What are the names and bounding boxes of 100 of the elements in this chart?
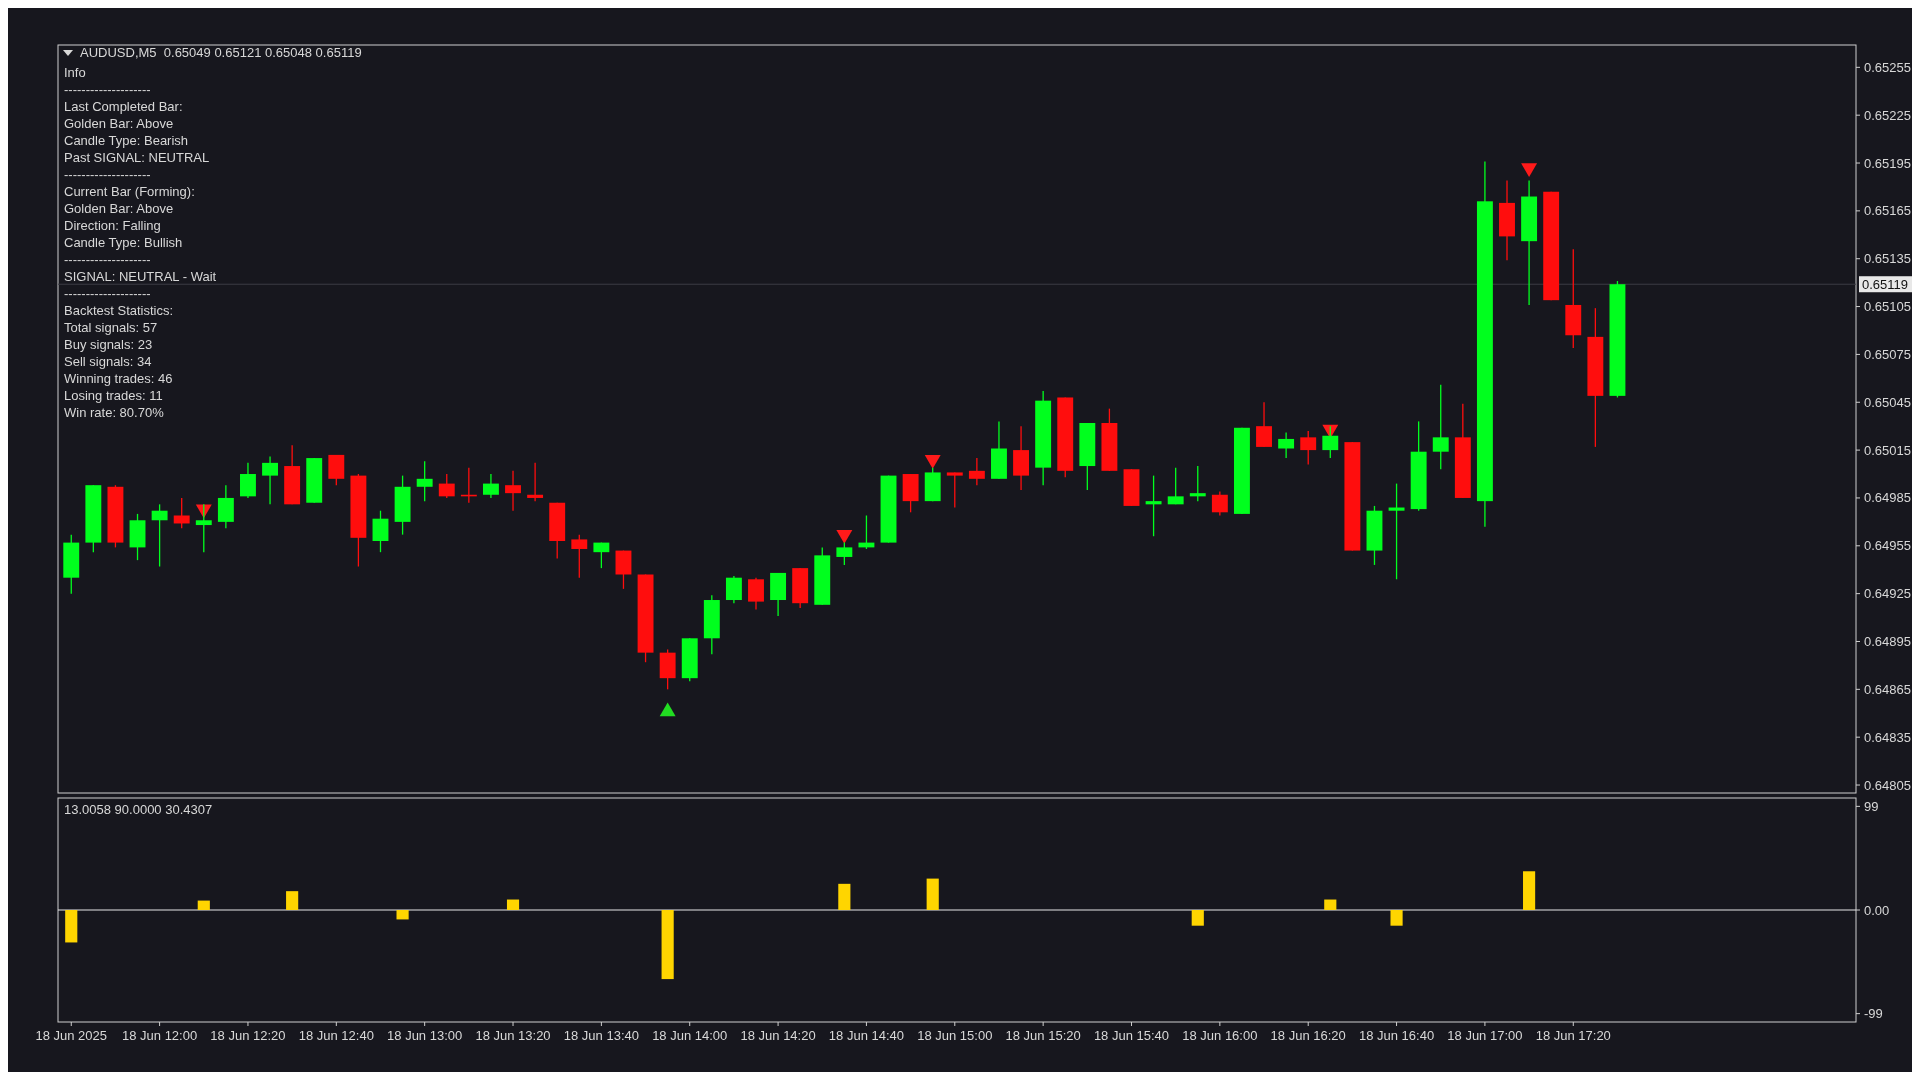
- bar: [838, 883, 851, 910]
- point: [836, 530, 853, 544]
- candlestick: [946, 471, 963, 509]
- x-tick-label: 18 Jun 14:00: [652, 1028, 728, 1043]
- candlestick: [151, 503, 168, 568]
- bar: [1324, 899, 1337, 910]
- candlestick: [438, 473, 455, 499]
- annotation: Direction: Falling: [64, 218, 161, 233]
- point: [1521, 163, 1538, 178]
- annotation: --------------------: [64, 286, 151, 301]
- candlestick: [372, 510, 389, 553]
- candlestick: [1256, 401, 1272, 448]
- y-tick-label: 99: [1864, 798, 1879, 814]
- candlestick: [217, 484, 234, 529]
- x-tick-label: 18 Jun 12:40: [298, 1028, 374, 1043]
- x-tick-label: 18 Jun 16:40: [1358, 1028, 1435, 1043]
- candlestick: [262, 455, 278, 505]
- annotation: Winning trades: 46: [64, 371, 173, 386]
- candlestick: [1278, 431, 1295, 459]
- x-tick-label: 18 Jun 14:40: [828, 1028, 905, 1043]
- annotation: Win rate: 80.70%: [64, 405, 165, 420]
- annotation: Sell signals: 34: [64, 354, 152, 369]
- x-tick-label: 18 Jun 16:00: [1182, 1028, 1258, 1043]
- annotation: Losing trades: 11: [64, 388, 163, 403]
- x-tick-label: 18 Jun 13:40: [563, 1028, 639, 1043]
- bar: [1523, 871, 1536, 910]
- y-tick-label: 0.65135: [1864, 251, 1911, 267]
- y-tick-label: 0.00: [1864, 902, 1890, 918]
- y-tick-label: 0.65045: [1864, 394, 1911, 410]
- bar: [661, 910, 674, 980]
- annotation: Backtest Statistics:: [64, 303, 174, 318]
- annotation: Total signals: 57: [64, 320, 158, 335]
- annotation: Current Bar (Forming):: [64, 184, 195, 199]
- candlestick: [1167, 466, 1184, 505]
- x-tick-label: 18 Jun 15:20: [1005, 1028, 1081, 1043]
- candlestick: [482, 473, 499, 499]
- x-tick-label: 18 Jun 17:20: [1535, 1028, 1611, 1043]
- bar: [1191, 910, 1204, 926]
- x-tick-label: 18 Jun 12:00: [122, 1028, 198, 1043]
- candlestick: [1189, 465, 1206, 502]
- y-tick-label: 0.64895: [1864, 634, 1911, 650]
- candlestick: [416, 460, 433, 502]
- annotation: Past SIGNAL: NEUTRAL: [64, 150, 210, 165]
- y-tick-label: 0.65015: [1864, 442, 1911, 458]
- candlestick: [615, 549, 632, 590]
- x-tick-label: 18 Jun 15:00: [917, 1028, 993, 1043]
- y-tick-label: 0.64835: [1864, 729, 1911, 745]
- y-tick-label: 0.65165: [1864, 203, 1911, 219]
- point: [924, 455, 941, 469]
- x-tick-label: 18 Jun 2025: [35, 1028, 108, 1043]
- candlestick: [725, 575, 742, 604]
- y-tick-label: 0.65255: [1864, 59, 1911, 75]
- x-tick-label: 18 Jun 13:00: [387, 1028, 463, 1043]
- candlestick: [505, 470, 521, 512]
- annotation: Candle Type: Bearish: [64, 133, 189, 148]
- candlestick: [527, 462, 544, 502]
- candlestick: [748, 577, 764, 611]
- y-tick-label: 0.64985: [1864, 490, 1911, 506]
- ref-line-label: 0.65119: [1862, 276, 1909, 292]
- candlestick: [1145, 474, 1162, 537]
- candlestick: [1388, 482, 1405, 580]
- candlestick: [240, 462, 256, 499]
- annotation: Golden Bar: Above: [64, 201, 174, 216]
- bar: [926, 878, 939, 910]
- annotation: --------------------: [64, 167, 151, 182]
- x-tick-label: 18 Jun 13:20: [475, 1028, 551, 1043]
- y-tick-label: 0.64865: [1864, 681, 1911, 697]
- candlestick: [1432, 384, 1449, 470]
- annotation: SIGNAL: NEUTRAL - Wait: [64, 269, 217, 284]
- annotation: Last Completed Bar:: [64, 99, 183, 114]
- bar: [396, 910, 409, 920]
- candlestick: [1211, 490, 1228, 517]
- chart-title: 13.0058 90.0000 30.4307: [64, 802, 213, 817]
- candlestick: [1300, 430, 1317, 466]
- y-tick-label: 0.64925: [1864, 586, 1911, 602]
- y-tick-label: 0.65105: [1864, 299, 1911, 315]
- annotation: --------------------: [64, 252, 151, 267]
- annotation: Candle Type: Bullish: [64, 235, 183, 250]
- y-tick-label: 0.64805: [1864, 777, 1911, 793]
- x-tick-label: 18 Jun 17:00: [1447, 1028, 1523, 1043]
- annotation: --------------------: [64, 82, 151, 97]
- candlestick: [968, 457, 985, 486]
- bar: [506, 899, 520, 910]
- x-tick-label: 18 Jun 14:20: [740, 1028, 816, 1043]
- bar: [197, 900, 210, 910]
- candlestick: [571, 533, 588, 579]
- y-tick-label: 0.65225: [1864, 107, 1911, 123]
- candlestick: [328, 454, 345, 486]
- candlestick: [173, 497, 190, 529]
- y-tick-label: 0.65075: [1864, 346, 1911, 362]
- annotation: Info: [64, 65, 86, 80]
- bar: [65, 910, 78, 943]
- bar: [1390, 910, 1403, 926]
- annotation: Buy signals: 23: [64, 337, 153, 352]
- x-tick-label: 18 Jun 16:20: [1270, 1028, 1346, 1043]
- bar: [286, 891, 299, 910]
- y-tick-label: 0.65195: [1864, 155, 1911, 171]
- y-tick-label: 0.64955: [1864, 538, 1911, 554]
- y-tick-label: -99: [1864, 1006, 1883, 1022]
- x-tick-label: 18 Jun 12:20: [210, 1028, 286, 1043]
